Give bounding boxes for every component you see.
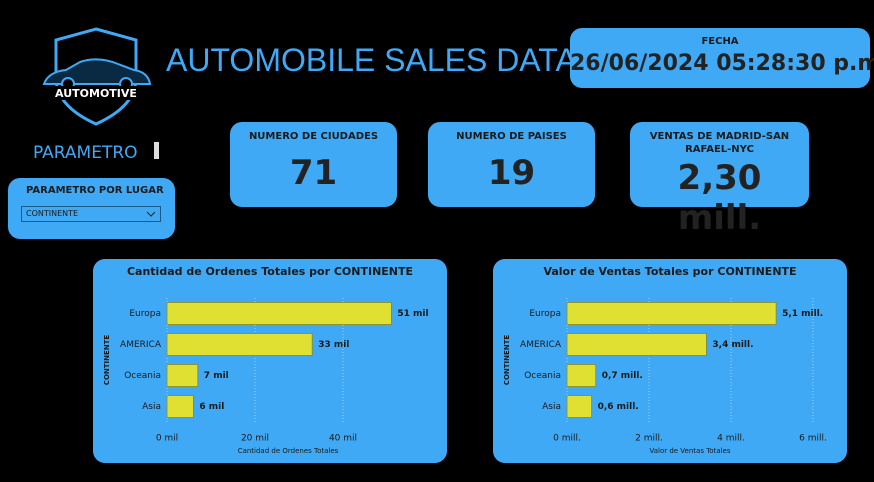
kpi-card: NUMERO DE CIUDADES 71 bbox=[230, 122, 397, 207]
kpi-value: 19 bbox=[487, 153, 536, 193]
x-tick-label: 0 mil bbox=[156, 434, 178, 444]
y-tick-label: AMERICA bbox=[520, 340, 562, 350]
chart-background bbox=[93, 259, 447, 463]
logo: AUTOMOTIVE bbox=[40, 27, 152, 126]
logo-text: AUTOMOTIVE bbox=[55, 87, 137, 100]
y-tick-label: Oceania bbox=[524, 371, 561, 381]
chart: Cantidad de Ordenes Totales por CONTINEN… bbox=[93, 259, 447, 463]
bar bbox=[566, 302, 777, 325]
y-tick-label: Oceania bbox=[124, 371, 161, 381]
x-tick-label: 6 mill. bbox=[799, 434, 827, 444]
data-label: 0,6 mill. bbox=[598, 402, 639, 412]
x-axis-title: Valor de Ventas Totales bbox=[649, 447, 730, 455]
kpi-label: NUMERO DE PAISES bbox=[456, 131, 567, 142]
date-label: FECHA bbox=[701, 36, 739, 47]
chevron bbox=[146, 211, 156, 217]
bar bbox=[566, 333, 707, 356]
bar bbox=[566, 364, 597, 387]
data-label: 6 mil bbox=[199, 402, 224, 412]
kpi-card: NUMERO DE PAISES 19 bbox=[428, 122, 595, 207]
y-tick-label: Asia bbox=[142, 402, 161, 412]
logo-band bbox=[40, 86, 152, 100]
y-tick-label: Europa bbox=[529, 309, 561, 319]
kpi-value: 2,30 mill. bbox=[677, 158, 762, 238]
x-tick-label: 2 mill. bbox=[635, 434, 663, 444]
slicer-dropdown[interactable]: CONTINENTE bbox=[21, 206, 161, 222]
bar bbox=[166, 302, 392, 325]
parameter-label: PARAMETRO bbox=[33, 143, 138, 163]
data-label: 33 mil bbox=[318, 340, 349, 350]
slicer: PARAMETRO POR LUGAR CONTINENTE bbox=[8, 178, 175, 239]
bar bbox=[166, 333, 313, 356]
slicer-value: CONTINENTE bbox=[26, 209, 79, 218]
kpi-label: VENTAS DE MADRID-SAN RAFAEL-NYC bbox=[649, 131, 790, 155]
bar bbox=[566, 395, 593, 418]
x-tick-label: 0 mill. bbox=[553, 434, 581, 444]
bar bbox=[166, 395, 194, 418]
x-tick-label: 40 mil bbox=[329, 434, 357, 444]
data-label: 7 mil bbox=[204, 371, 229, 381]
chart-title: Cantidad de Ordenes Totales por CONTINEN… bbox=[127, 265, 413, 278]
chart-background bbox=[493, 259, 847, 463]
data-label: 5,1 mill. bbox=[782, 309, 823, 319]
x-tick-label: 4 mill. bbox=[717, 434, 745, 444]
chart-title: Valor de Ventas Totales por CONTINENTE bbox=[543, 265, 796, 278]
data-label: 3,4 mill. bbox=[712, 340, 753, 350]
x-axis-title: Cantidad de Ordenes Totales bbox=[238, 447, 339, 455]
y-tick-label: Asia bbox=[542, 402, 561, 412]
bar bbox=[166, 364, 199, 387]
y-tick-label: Europa bbox=[129, 309, 161, 319]
kpi-label: NUMERO DE CIUDADES bbox=[248, 131, 379, 142]
x-tick-label: 20 mil bbox=[241, 434, 269, 444]
date-value: 26/06/2024 05:28:30 p.m. bbox=[570, 51, 874, 76]
kpi-value: 71 bbox=[289, 153, 338, 193]
slicer-title: PARAMETRO POR LUGAR bbox=[26, 185, 164, 196]
y-axis-title: CONTINENTE bbox=[103, 335, 111, 386]
y-tick-label: AMERICA bbox=[120, 340, 162, 350]
chart: Valor de Ventas Totales por CONTINENTE 0 … bbox=[493, 259, 847, 463]
data-label: 0,7 mill. bbox=[602, 371, 643, 381]
data-label: 51 mil bbox=[397, 309, 428, 319]
y-axis-title: CONTINENTE bbox=[503, 335, 511, 386]
logo-car bbox=[42, 58, 152, 85]
kpi-card: VENTAS DE MADRID-SAN RAFAEL-NYC 2,30 mil… bbox=[630, 122, 809, 238]
parameter-marker bbox=[154, 142, 159, 159]
date-card: FECHA 26/06/2024 05:28:30 p.m. bbox=[570, 28, 874, 88]
page-title: AUTOMOBILE SALES DATA bbox=[166, 42, 577, 78]
